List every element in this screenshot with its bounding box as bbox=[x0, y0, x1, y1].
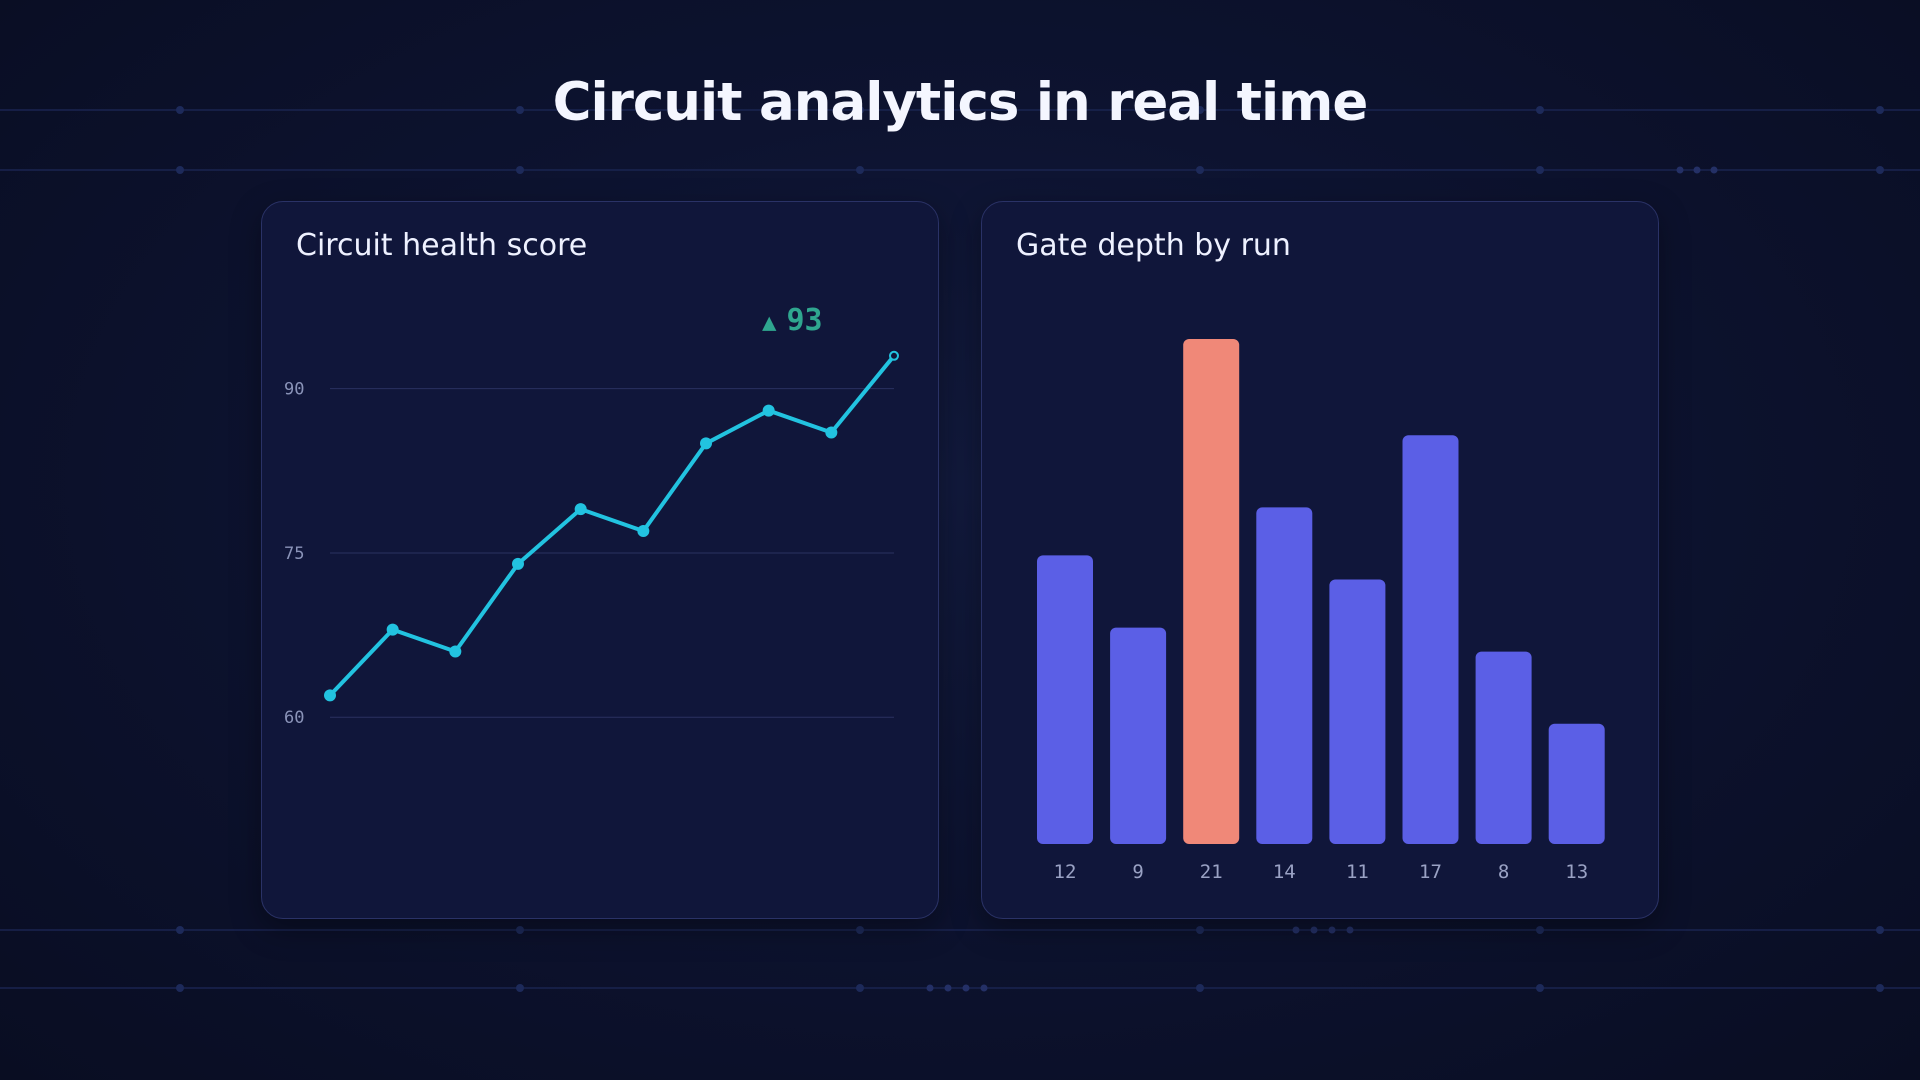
data-point bbox=[637, 525, 650, 538]
circuit-node bbox=[1328, 926, 1336, 934]
x-tick-label: 17 bbox=[1419, 861, 1442, 883]
data-point bbox=[762, 404, 775, 417]
gate-depth-card: Gate depth by run 12 9 21 14 11 17 8 13 bbox=[981, 201, 1659, 919]
circuit-node bbox=[1310, 926, 1318, 934]
circuit-node bbox=[980, 984, 988, 992]
circuit-node bbox=[176, 166, 184, 174]
circuit-node bbox=[176, 926, 184, 934]
x-tick-label: 8 bbox=[1498, 861, 1509, 883]
bar bbox=[1329, 579, 1386, 844]
circuit-node bbox=[1876, 926, 1884, 934]
circuit-node bbox=[1876, 106, 1884, 114]
circuit-node bbox=[944, 984, 952, 992]
circuit-node bbox=[856, 106, 864, 114]
y-tick-label: 75 bbox=[284, 544, 304, 564]
circuit-node bbox=[926, 984, 934, 992]
gate-depth-card-title: Gate depth by run bbox=[1016, 228, 1291, 263]
data-point bbox=[324, 689, 336, 702]
circuit-node bbox=[1196, 166, 1204, 174]
circuit-node bbox=[856, 984, 864, 992]
data-point bbox=[449, 645, 462, 658]
health-score-card-title: Circuit health score bbox=[296, 228, 588, 263]
data-point bbox=[889, 350, 899, 361]
circuit-node bbox=[1536, 984, 1544, 992]
circuit-node bbox=[176, 984, 184, 992]
data-point bbox=[700, 437, 712, 450]
circuit-node bbox=[1536, 166, 1544, 174]
circuit-node bbox=[1196, 926, 1204, 934]
circuit-node bbox=[1676, 166, 1684, 174]
x-tick-label: 9 bbox=[1132, 861, 1143, 883]
triangle-up-icon: ▲ bbox=[762, 308, 777, 336]
x-tick-label: 11 bbox=[1346, 861, 1369, 883]
y-tick-label: 60 bbox=[284, 708, 304, 728]
circuit-node bbox=[516, 166, 524, 174]
circuit-node bbox=[1536, 926, 1544, 934]
circuit-node bbox=[962, 984, 970, 992]
bar-highlighted bbox=[1183, 339, 1240, 844]
latest-score-badge: ▲ 93 bbox=[762, 303, 823, 338]
health-score-line-chart: 60 75 90 bbox=[284, 350, 899, 728]
data-point bbox=[386, 623, 399, 636]
health-score-card: Circuit health score ▲ 93 60 75 90 bbox=[261, 201, 939, 919]
circuit-node bbox=[1196, 106, 1204, 114]
latest-score-value: 93 bbox=[786, 303, 823, 338]
x-tick-label: 12 bbox=[1054, 861, 1077, 883]
circuit-node bbox=[176, 106, 184, 114]
page-title: Circuit analytics in real time bbox=[552, 72, 1369, 133]
y-tick-label: 90 bbox=[284, 380, 304, 400]
x-tick-label: 21 bbox=[1200, 861, 1223, 883]
circuit-node bbox=[1196, 984, 1204, 992]
circuit-node bbox=[1710, 166, 1718, 174]
bar bbox=[1256, 507, 1313, 844]
bar bbox=[1037, 555, 1093, 844]
circuit-node bbox=[516, 926, 524, 934]
data-point bbox=[574, 503, 587, 516]
circuit-node bbox=[1346, 926, 1354, 934]
circuit-node bbox=[856, 166, 864, 174]
circuit-node bbox=[516, 106, 524, 114]
bar bbox=[1548, 723, 1605, 844]
circuit-node bbox=[516, 984, 524, 992]
bar bbox=[1475, 651, 1532, 844]
circuit-node bbox=[856, 926, 864, 934]
bar bbox=[1110, 627, 1167, 844]
x-tick-label: 14 bbox=[1273, 861, 1296, 883]
circuit-node bbox=[1292, 926, 1300, 934]
data-point bbox=[512, 557, 524, 570]
series-line bbox=[328, 353, 896, 698]
gate-depth-bar-chart: 12 9 21 14 11 17 8 13 bbox=[1037, 339, 1605, 883]
circuit-node bbox=[1876, 984, 1884, 992]
data-point bbox=[825, 426, 838, 439]
x-tick-label: 13 bbox=[1565, 861, 1588, 883]
bar bbox=[1402, 435, 1459, 844]
circuit-node bbox=[1693, 166, 1701, 174]
circuit-node bbox=[1876, 166, 1884, 174]
circuit-node bbox=[1536, 106, 1544, 114]
